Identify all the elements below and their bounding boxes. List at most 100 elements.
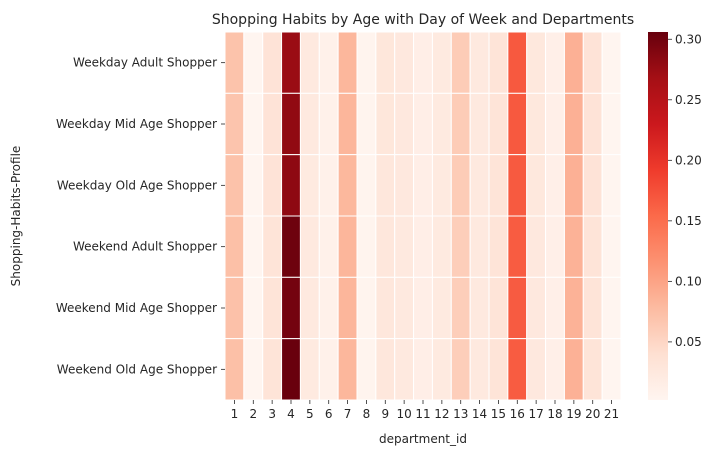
heatmap-cell — [526, 92, 547, 156]
heatmap-cell — [582, 338, 603, 401]
x-axis-label: department_id — [379, 432, 467, 446]
x-tick-label: 10 — [397, 407, 412, 421]
heatmap-cell — [582, 92, 603, 156]
heatmap-cell — [450, 31, 471, 94]
x-tick-label: 13 — [453, 407, 468, 421]
colorbar-tick-label: 0.30 — [675, 32, 702, 46]
heatmap-cell — [394, 154, 415, 217]
heatmap-cell — [299, 92, 320, 156]
heatmap-cell — [601, 31, 622, 94]
heatmap-cell — [450, 154, 471, 217]
x-tick-label: 18 — [547, 407, 562, 421]
heatmap-cell — [356, 154, 377, 217]
y-axis-label: Shopping-Habits-Profile — [9, 146, 23, 287]
heatmap-cell — [450, 215, 471, 278]
heatmap-cell — [281, 338, 301, 401]
colorbar-tick-label: 0.15 — [675, 214, 702, 228]
heatmap-cell — [526, 276, 547, 340]
heatmap-cell — [507, 338, 528, 401]
heatmap-cell — [431, 154, 452, 217]
heatmap-cell — [394, 215, 415, 278]
heatmap-cell — [262, 154, 283, 217]
heatmap-cell — [526, 338, 547, 401]
chart-title: Shopping Habits by Age with Day of Week … — [212, 12, 634, 28]
heatmap-cell — [488, 154, 509, 217]
heatmap-cell — [299, 154, 320, 217]
y-tick-label: Weekday Adult Shopper — [73, 56, 217, 70]
heatmap-cell — [563, 31, 584, 94]
x-tick-label: 20 — [585, 407, 600, 421]
heatmap-cell — [413, 276, 433, 340]
colorbar-tick-label: 0.05 — [675, 335, 702, 349]
heatmap-cell — [375, 92, 396, 156]
heatmap-cell — [488, 92, 509, 156]
heatmap-cell — [375, 154, 396, 217]
heatmap-cell — [563, 276, 584, 340]
heatmap-cell — [318, 154, 339, 217]
x-tick-label: 16 — [510, 407, 525, 421]
heatmap-cell — [582, 154, 603, 217]
heatmap-cell — [318, 92, 339, 156]
y-tick-label: Weekend Old Age Shopper — [57, 362, 217, 376]
heatmap-cell — [356, 338, 377, 401]
heatmap-cell — [375, 338, 396, 401]
heatmap-cell — [394, 92, 415, 156]
heatmap-cell — [507, 92, 528, 156]
heatmap-cell — [356, 276, 377, 340]
colorbar-ticks: 0.05 0.10 0.15 0.20 0.25 0.30 — [668, 32, 702, 349]
heatmap-cell — [337, 338, 358, 401]
heatmap-cell — [526, 31, 547, 94]
heatmap-cell — [545, 276, 565, 340]
heatmap-cell — [375, 276, 396, 340]
heatmap-cell — [337, 276, 358, 340]
heatmap-cell — [601, 276, 622, 340]
heatmap-cell — [431, 31, 452, 94]
heatmap-cell — [318, 31, 339, 94]
heatmap-cell — [413, 215, 433, 278]
colorbar-tick-label: 0.10 — [675, 274, 702, 288]
y-tick-label: Weekend Adult Shopper — [73, 240, 217, 254]
heatmap-cell — [431, 276, 452, 340]
x-tick-label: 12 — [434, 407, 449, 421]
x-tick-label: 9 — [381, 407, 389, 421]
x-tick-label: 21 — [604, 407, 619, 421]
heatmap-cell — [563, 338, 584, 401]
heatmap-cell — [224, 338, 245, 401]
x-tick-label: 15 — [491, 407, 506, 421]
heatmap-cell — [469, 338, 490, 401]
heatmap-cell — [488, 31, 509, 94]
heatmap-cell — [413, 92, 433, 156]
x-tick-label: 5 — [306, 407, 314, 421]
heatmap-cell — [337, 215, 358, 278]
x-tick-label: 4 — [287, 407, 295, 421]
heatmap-cell — [224, 276, 245, 340]
heatmap-cell — [545, 215, 565, 278]
heatmap-cell — [318, 338, 339, 401]
heatmap-cell — [243, 338, 264, 401]
heatmap-cell — [450, 338, 471, 401]
heatmap-cell — [356, 31, 377, 94]
x-tick-labels: 1 2 3 4 5 6 7 8 9 10 11 12 13 14 15 16 17 18 19 20 21 — [231, 400, 619, 421]
heatmap-cell — [431, 215, 452, 278]
heatmap-cell — [356, 92, 377, 156]
x-tick-label: 8 — [363, 407, 371, 421]
heatmap-cell — [413, 338, 433, 401]
heatmap-cell — [299, 276, 320, 340]
heatmap-cell — [337, 31, 358, 94]
y-tick-label: Weekday Mid Age Shopper — [56, 117, 217, 131]
colorbar-tick-label: 0.25 — [675, 93, 702, 107]
heatmap-cell — [356, 215, 377, 278]
heatmap-cell — [413, 154, 433, 217]
heatmap-cell — [507, 154, 528, 217]
x-tick-label: 17 — [529, 407, 544, 421]
heatmap-cell — [262, 276, 283, 340]
heatmap-cell — [563, 154, 584, 217]
heatmap-cell — [601, 154, 622, 217]
heatmap-cell — [318, 215, 339, 278]
heatmap-cell — [299, 31, 320, 94]
heatmap-cell — [469, 154, 490, 217]
heatmap-cell — [469, 215, 490, 278]
heatmap-cell — [582, 31, 603, 94]
heatmap-cell — [526, 215, 547, 278]
heatmap-cell — [545, 338, 565, 401]
